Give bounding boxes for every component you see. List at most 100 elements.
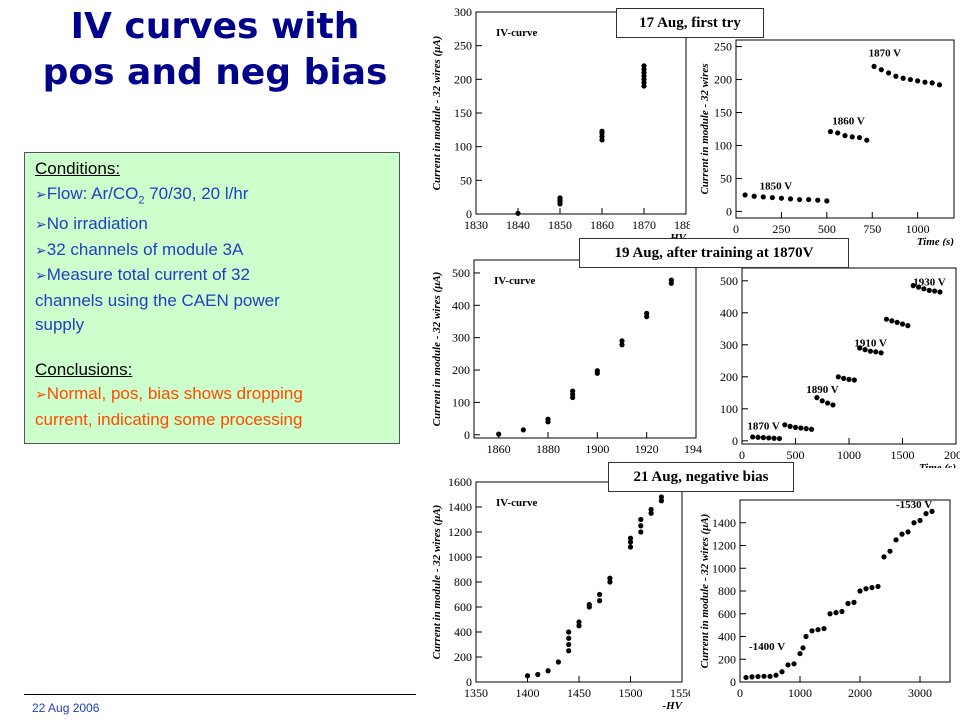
condition-flow: ➢Flow: Ar/CO2 70/30, 20 l/hr bbox=[35, 182, 399, 213]
y-tick-label: 800 bbox=[718, 584, 736, 598]
title-line-1: IV curves with bbox=[70, 6, 360, 47]
data-point bbox=[658, 494, 664, 500]
y-tick-label: 250 bbox=[714, 40, 732, 54]
voltage-annotation: -1530 V bbox=[896, 499, 932, 511]
voltage-annotation: 1850 V bbox=[760, 181, 793, 193]
data-point bbox=[782, 422, 788, 428]
data-point bbox=[798, 425, 804, 431]
data-point bbox=[566, 648, 572, 654]
data-point bbox=[787, 196, 794, 202]
banner-aug19: 19 Aug, after training at 1870V bbox=[579, 238, 849, 268]
data-point bbox=[851, 599, 857, 605]
data-point bbox=[815, 627, 821, 633]
x-tick-label: 1400 bbox=[516, 686, 540, 700]
footer-divider bbox=[24, 694, 416, 695]
arrow-bullet-icon: ➢ bbox=[35, 387, 47, 404]
conditions-heading: Conditions: bbox=[35, 159, 121, 178]
data-point bbox=[808, 426, 815, 432]
x-tick-label: 1870 bbox=[632, 218, 656, 232]
data-point bbox=[851, 377, 857, 383]
banner-aug21: 21 Aug, negative bias bbox=[608, 462, 794, 492]
condition-flow-text: Flow: Ar/CO bbox=[46, 183, 139, 203]
x-tick-label: 1860 bbox=[487, 442, 511, 456]
y-tick-label: 400 bbox=[718, 630, 736, 644]
data-point bbox=[607, 579, 613, 585]
data-point bbox=[627, 535, 634, 541]
x-tick-label: 0 bbox=[739, 448, 745, 462]
chart-time-aug19: 0 500 1000 1500 2000 0 100 200 300 400 500 Time (s)… bbox=[720, 267, 960, 468]
data-point bbox=[878, 350, 884, 356]
x-tick-label: 1500 bbox=[891, 448, 915, 462]
plot-frame bbox=[475, 481, 683, 683]
y-tick-label: 1200 bbox=[448, 525, 472, 539]
y-tick-label: 1400 bbox=[448, 500, 472, 514]
banner-aug17: 17 Aug, first try bbox=[616, 8, 764, 38]
data-point bbox=[875, 583, 881, 590]
data-point bbox=[869, 584, 875, 591]
data-point bbox=[878, 67, 884, 73]
y-tick-label: 600 bbox=[718, 607, 736, 621]
voltage-annotation: -1400 V bbox=[749, 641, 785, 653]
condition-flow-subscript: 2 bbox=[138, 193, 145, 206]
x-tick-label: 2000 bbox=[944, 448, 960, 462]
conditions-box: Conditions: ➢Flow: Ar/CO2 70/30, 20 l/hr… bbox=[24, 152, 400, 444]
y-tick-label: 0 bbox=[464, 428, 470, 442]
condition-irradiation-text: No irradiation bbox=[46, 214, 148, 234]
data-point bbox=[750, 434, 756, 440]
y-tick-label: 200 bbox=[720, 370, 738, 384]
conclusions-heading: Conclusions: bbox=[35, 359, 133, 379]
data-point bbox=[911, 520, 917, 526]
x-tick-label: 750 bbox=[863, 222, 881, 236]
data-point bbox=[520, 427, 526, 433]
conclusion-line-1: ➢Normal, pos, bias shows dropping bbox=[35, 382, 399, 408]
data-point bbox=[833, 610, 839, 616]
data-point bbox=[894, 319, 900, 325]
y-tick-label: 1400 bbox=[712, 516, 736, 530]
data-point bbox=[937, 289, 943, 295]
data-point bbox=[767, 673, 773, 679]
data-point bbox=[867, 348, 873, 354]
data-point bbox=[743, 674, 749, 681]
data-point bbox=[648, 506, 654, 513]
data-point bbox=[796, 196, 803, 203]
plot-title: IV-curve bbox=[494, 275, 535, 287]
data-point bbox=[910, 283, 916, 289]
data-point bbox=[668, 277, 674, 283]
plot-frame bbox=[473, 259, 697, 439]
x-tick-label: 1350 bbox=[464, 686, 488, 700]
data-point bbox=[819, 398, 825, 404]
data-point bbox=[881, 554, 887, 560]
data-point bbox=[638, 516, 644, 523]
y-tick-label: 500 bbox=[452, 266, 470, 280]
data-point bbox=[627, 544, 634, 550]
data-point bbox=[923, 511, 929, 517]
data-point bbox=[555, 659, 561, 665]
data-point bbox=[597, 598, 603, 604]
arrow-bullet-icon: ➢ bbox=[35, 242, 47, 259]
arrow-bullet-icon: ➢ bbox=[35, 186, 47, 203]
y-tick-label: 150 bbox=[714, 106, 732, 120]
data-point bbox=[803, 633, 809, 640]
data-point bbox=[586, 601, 592, 608]
y-tick-label: 50 bbox=[720, 171, 732, 185]
x-tick-label: 0 bbox=[733, 222, 739, 236]
data-point bbox=[893, 73, 899, 79]
condition-flow-rest: 70/30, 20 l/hr bbox=[144, 183, 249, 203]
y-tick-label: 0 bbox=[466, 675, 472, 689]
x-tick-label: 1880 bbox=[536, 442, 560, 456]
y-tick-label: 300 bbox=[454, 6, 472, 19]
y-tick-label: 200 bbox=[718, 652, 736, 666]
y-tick-label: 250 bbox=[454, 39, 472, 53]
data-point bbox=[839, 608, 845, 615]
data-point bbox=[755, 673, 761, 680]
data-point bbox=[857, 588, 863, 594]
data-point bbox=[857, 345, 863, 351]
title-line-2: pos and neg bias bbox=[42, 52, 388, 93]
x-tick-label: 1000 bbox=[906, 222, 930, 236]
data-point bbox=[761, 673, 767, 679]
data-point bbox=[644, 310, 650, 316]
data-point bbox=[627, 539, 634, 545]
